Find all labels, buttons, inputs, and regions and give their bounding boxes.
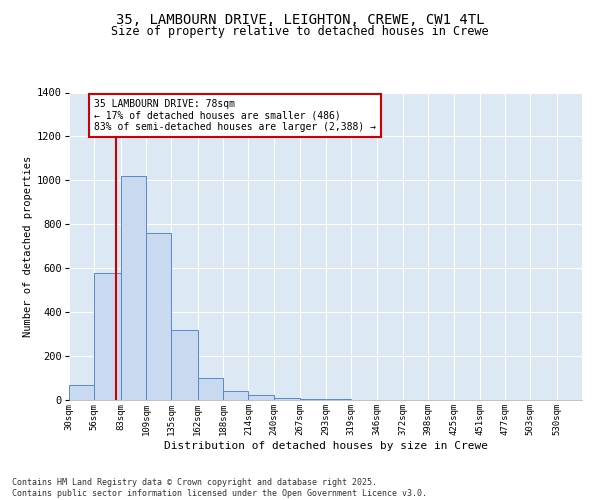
Bar xyxy=(94,272,121,400)
Text: 35, LAMBOURN DRIVE, LEIGHTON, CREWE, CW1 4TL: 35, LAMBOURN DRIVE, LEIGHTON, CREWE, CW1… xyxy=(116,12,484,26)
Bar xyxy=(121,176,146,400)
Y-axis label: Number of detached properties: Number of detached properties xyxy=(23,156,33,337)
Bar xyxy=(69,384,94,400)
Bar xyxy=(198,378,223,400)
Bar xyxy=(146,233,172,400)
Bar xyxy=(300,399,325,400)
X-axis label: Distribution of detached houses by size in Crewe: Distribution of detached houses by size … xyxy=(163,440,487,450)
Bar xyxy=(274,398,300,400)
Bar xyxy=(172,330,198,400)
Text: Contains HM Land Registry data © Crown copyright and database right 2025.
Contai: Contains HM Land Registry data © Crown c… xyxy=(12,478,427,498)
Text: Size of property relative to detached houses in Crewe: Size of property relative to detached ho… xyxy=(111,25,489,38)
Bar xyxy=(223,391,248,400)
Text: 35 LAMBOURN DRIVE: 78sqm
← 17% of detached houses are smaller (486)
83% of semi-: 35 LAMBOURN DRIVE: 78sqm ← 17% of detach… xyxy=(94,99,376,132)
Bar xyxy=(248,394,274,400)
